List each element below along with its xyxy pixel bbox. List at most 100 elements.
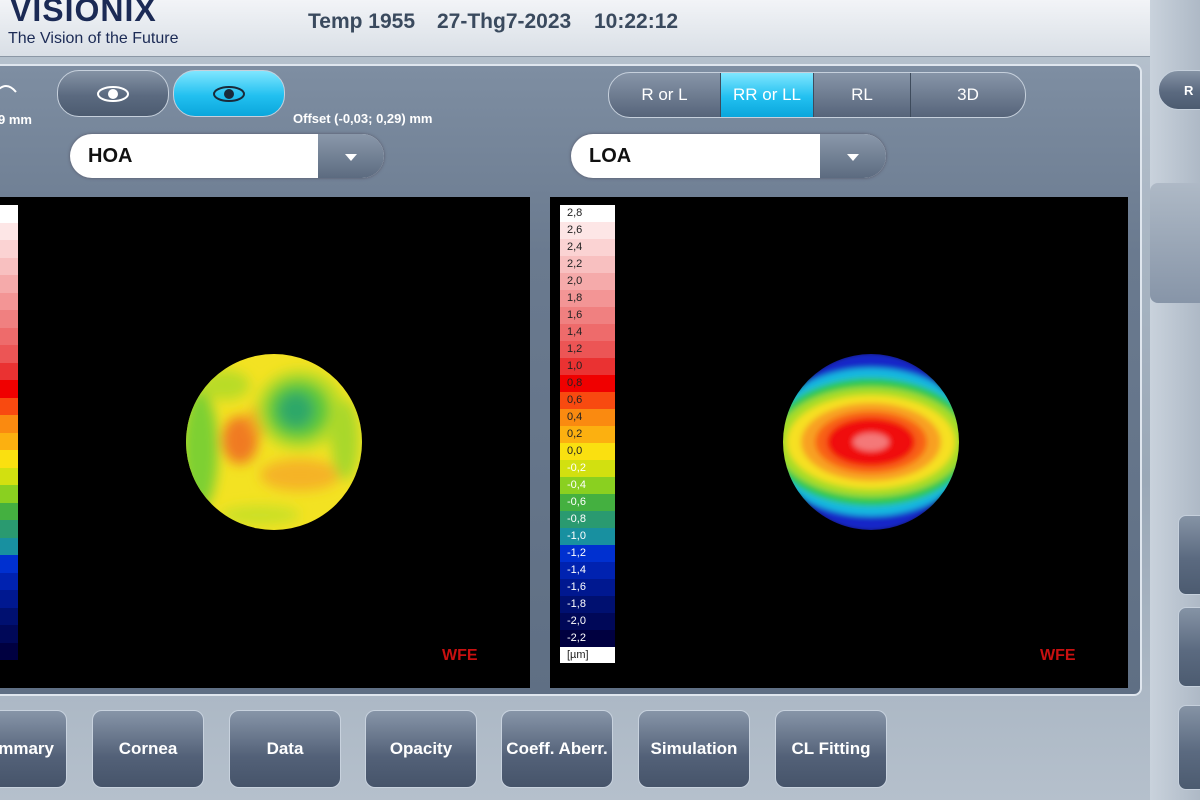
scale-label: -1,6 <box>560 579 615 596</box>
hoa-map <box>186 354 362 530</box>
scale-label: -0,2 <box>560 460 615 477</box>
scale-label: -1,4 <box>560 562 615 579</box>
scale-cell <box>0 240 18 258</box>
scale-cell <box>0 485 18 503</box>
dropdown[interactable]: HOA <box>70 134 384 178</box>
scale-cell <box>0 625 18 643</box>
view-button[interactable]: RR or LL <box>721 73 814 117</box>
scale-label: 0,6 <box>560 392 615 409</box>
scale-label: 1,4 <box>560 324 615 341</box>
scale-cell <box>0 572 18 590</box>
scale-label: 2,6 <box>560 222 615 239</box>
offset: Offset (-0,03; 0,29) mm <box>293 111 433 126</box>
dropdown-value: HOA <box>88 144 133 167</box>
tab[interactable]: CL Fitting <box>775 710 887 788</box>
scale-label: -0,8 <box>560 511 615 528</box>
scale-label: 0,0 <box>560 443 615 460</box>
dropdown-value: LOA <box>589 144 632 167</box>
map-label: WFE <box>1040 647 1076 664</box>
tab[interactable]: Simulation <box>638 710 750 788</box>
eye-toggle[interactable] <box>173 70 285 117</box>
scale-label: 0,8 <box>560 375 615 392</box>
scale-cell <box>0 450 18 468</box>
scale-cell <box>0 397 18 415</box>
scale-label: -0,4 <box>560 477 615 494</box>
map-label: WFE <box>442 647 478 664</box>
date: 27-Thg7-2023 <box>437 10 572 33</box>
scale-cell <box>0 467 18 485</box>
scale-cell <box>0 327 18 345</box>
view-selector: R or L RR or LL RL 3D <box>608 72 1026 118</box>
eye-toggle[interactable] <box>57 70 169 117</box>
side-button[interactable]: R <box>1158 70 1200 110</box>
scale-cell <box>0 275 18 293</box>
view-button[interactable]: 3D <box>957 85 979 104</box>
header <box>0 0 1150 57</box>
scale-cell <box>0 205 18 223</box>
size-label: 9 mm <box>0 112 32 127</box>
scale-label: 2,8 <box>560 205 615 222</box>
eye-icon <box>213 85 245 102</box>
scale-cell <box>0 537 18 555</box>
scale-unit: [µm] <box>560 647 615 663</box>
time: 10:22:12 <box>594 10 679 33</box>
scale-label: 0,4 <box>560 409 615 426</box>
scale-label: 2,2 <box>560 256 615 273</box>
scale-cell <box>0 590 18 608</box>
scale-label: -1,2 <box>560 545 615 562</box>
scale-label: -2,2 <box>560 630 615 647</box>
scale-cell <box>0 257 18 275</box>
scale-cell <box>0 222 18 240</box>
scale-label: 2,0 <box>560 273 615 290</box>
scale-label: 1,0 <box>560 358 615 375</box>
logo: VISIONIX <box>10 0 157 28</box>
tab[interactable]: Cornea <box>92 710 204 788</box>
tab[interactable]: Data <box>229 710 341 788</box>
tab[interactable]: mmary <box>0 710 67 788</box>
scale-cell <box>0 380 18 398</box>
scale-cell <box>0 432 18 450</box>
eye-icon <box>0 85 17 93</box>
side-button[interactable] <box>1178 607 1200 687</box>
dropdown-arrow[interactable] <box>318 134 384 178</box>
scale-cell <box>0 415 18 433</box>
scale-label: 1,8 <box>560 290 615 307</box>
view-button[interactable]: R or L <box>609 73 721 117</box>
color-scale <box>0 205 18 660</box>
scale-cell <box>0 345 18 363</box>
scale-cell <box>0 555 18 573</box>
scale-cell <box>0 502 18 520</box>
temp: Temp 1955 <box>308 10 415 33</box>
scale-cell <box>0 362 18 380</box>
scale-cell <box>0 310 18 328</box>
arrow-icon <box>847 154 859 161</box>
arrow-icon <box>345 154 357 161</box>
scale-label: -1,8 <box>560 596 615 613</box>
side-button-label: R <box>1184 82 1194 98</box>
scale-label: 0,2 <box>560 426 615 443</box>
scale-label: -1,0 <box>560 528 615 545</box>
eye-icon <box>97 85 129 102</box>
dropdown[interactable]: LOA <box>571 134 886 178</box>
scale-label: -0,6 <box>560 494 615 511</box>
scale-cell <box>0 642 18 660</box>
side-button[interactable] <box>1178 515 1200 595</box>
scale-label: 2,4 <box>560 239 615 256</box>
tab[interactable]: Coeff. Aberr. <box>501 710 613 788</box>
side-box <box>1150 183 1200 303</box>
scale-label: -2,0 <box>560 613 615 630</box>
side-button[interactable] <box>1178 705 1200 790</box>
scale-cell <box>0 520 18 538</box>
scale-cell <box>0 292 18 310</box>
view-button[interactable]: RL <box>814 73 911 117</box>
scale-cell <box>0 607 18 625</box>
color-scale: 2,8 2,6 2,4 2,2 2,0 1,8 1,6 1,4 1,2 1,0 0,8 0,6 0,4 0… <box>560 205 615 663</box>
dropdown-arrow[interactable] <box>820 134 886 178</box>
scale-label: 1,6 <box>560 307 615 324</box>
tab[interactable]: Opacity <box>365 710 477 788</box>
loa-map <box>783 354 959 530</box>
tagline: The Vision of the Future <box>8 30 179 47</box>
scale-label: 1,2 <box>560 341 615 358</box>
